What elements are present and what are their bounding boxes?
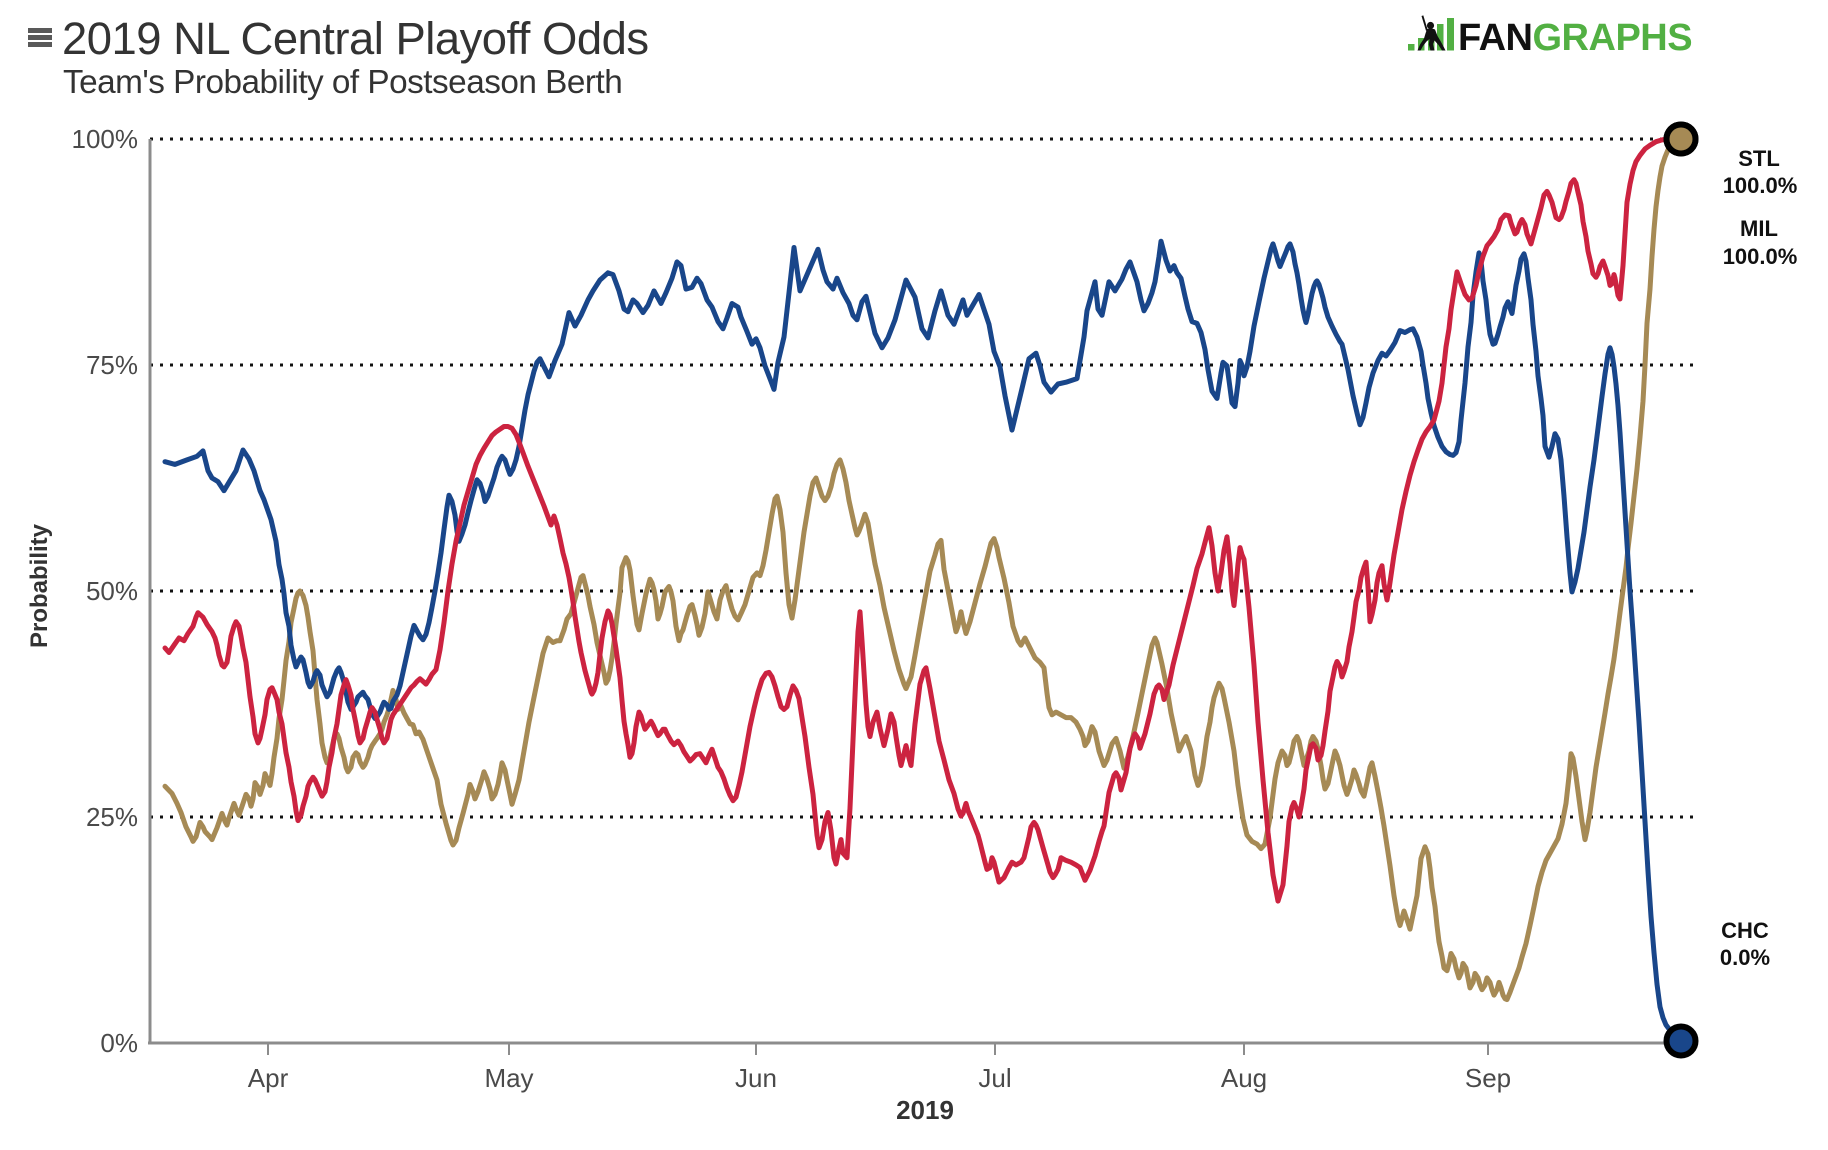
svg-text:0.0%: 0.0% [1720, 945, 1770, 970]
svg-text:100%: 100% [72, 124, 139, 154]
svg-text:2019: 2019 [896, 1095, 954, 1125]
svg-text:50%: 50% [86, 576, 138, 606]
svg-text:Probability: Probability [26, 523, 53, 648]
svg-text:Aug: Aug [1221, 1063, 1267, 1093]
svg-text:CHC: CHC [1721, 918, 1769, 943]
svg-text:100.0%: 100.0% [1723, 244, 1798, 269]
svg-text:Sep: Sep [1465, 1063, 1511, 1093]
svg-text:75%: 75% [86, 350, 138, 380]
svg-text:MIL: MIL [1740, 216, 1778, 241]
svg-text:0%: 0% [100, 1028, 138, 1058]
svg-text:Jun: Jun [735, 1063, 777, 1093]
svg-text:FANGRAPHS: FANGRAPHS [1458, 17, 1692, 59]
svg-text:May: May [484, 1063, 533, 1093]
svg-text:Apr: Apr [248, 1063, 289, 1093]
svg-text:STL: STL [1738, 146, 1780, 171]
svg-text:25%: 25% [86, 802, 138, 832]
svg-text:Jul: Jul [978, 1063, 1011, 1093]
svg-text:100.0%: 100.0% [1723, 173, 1798, 198]
